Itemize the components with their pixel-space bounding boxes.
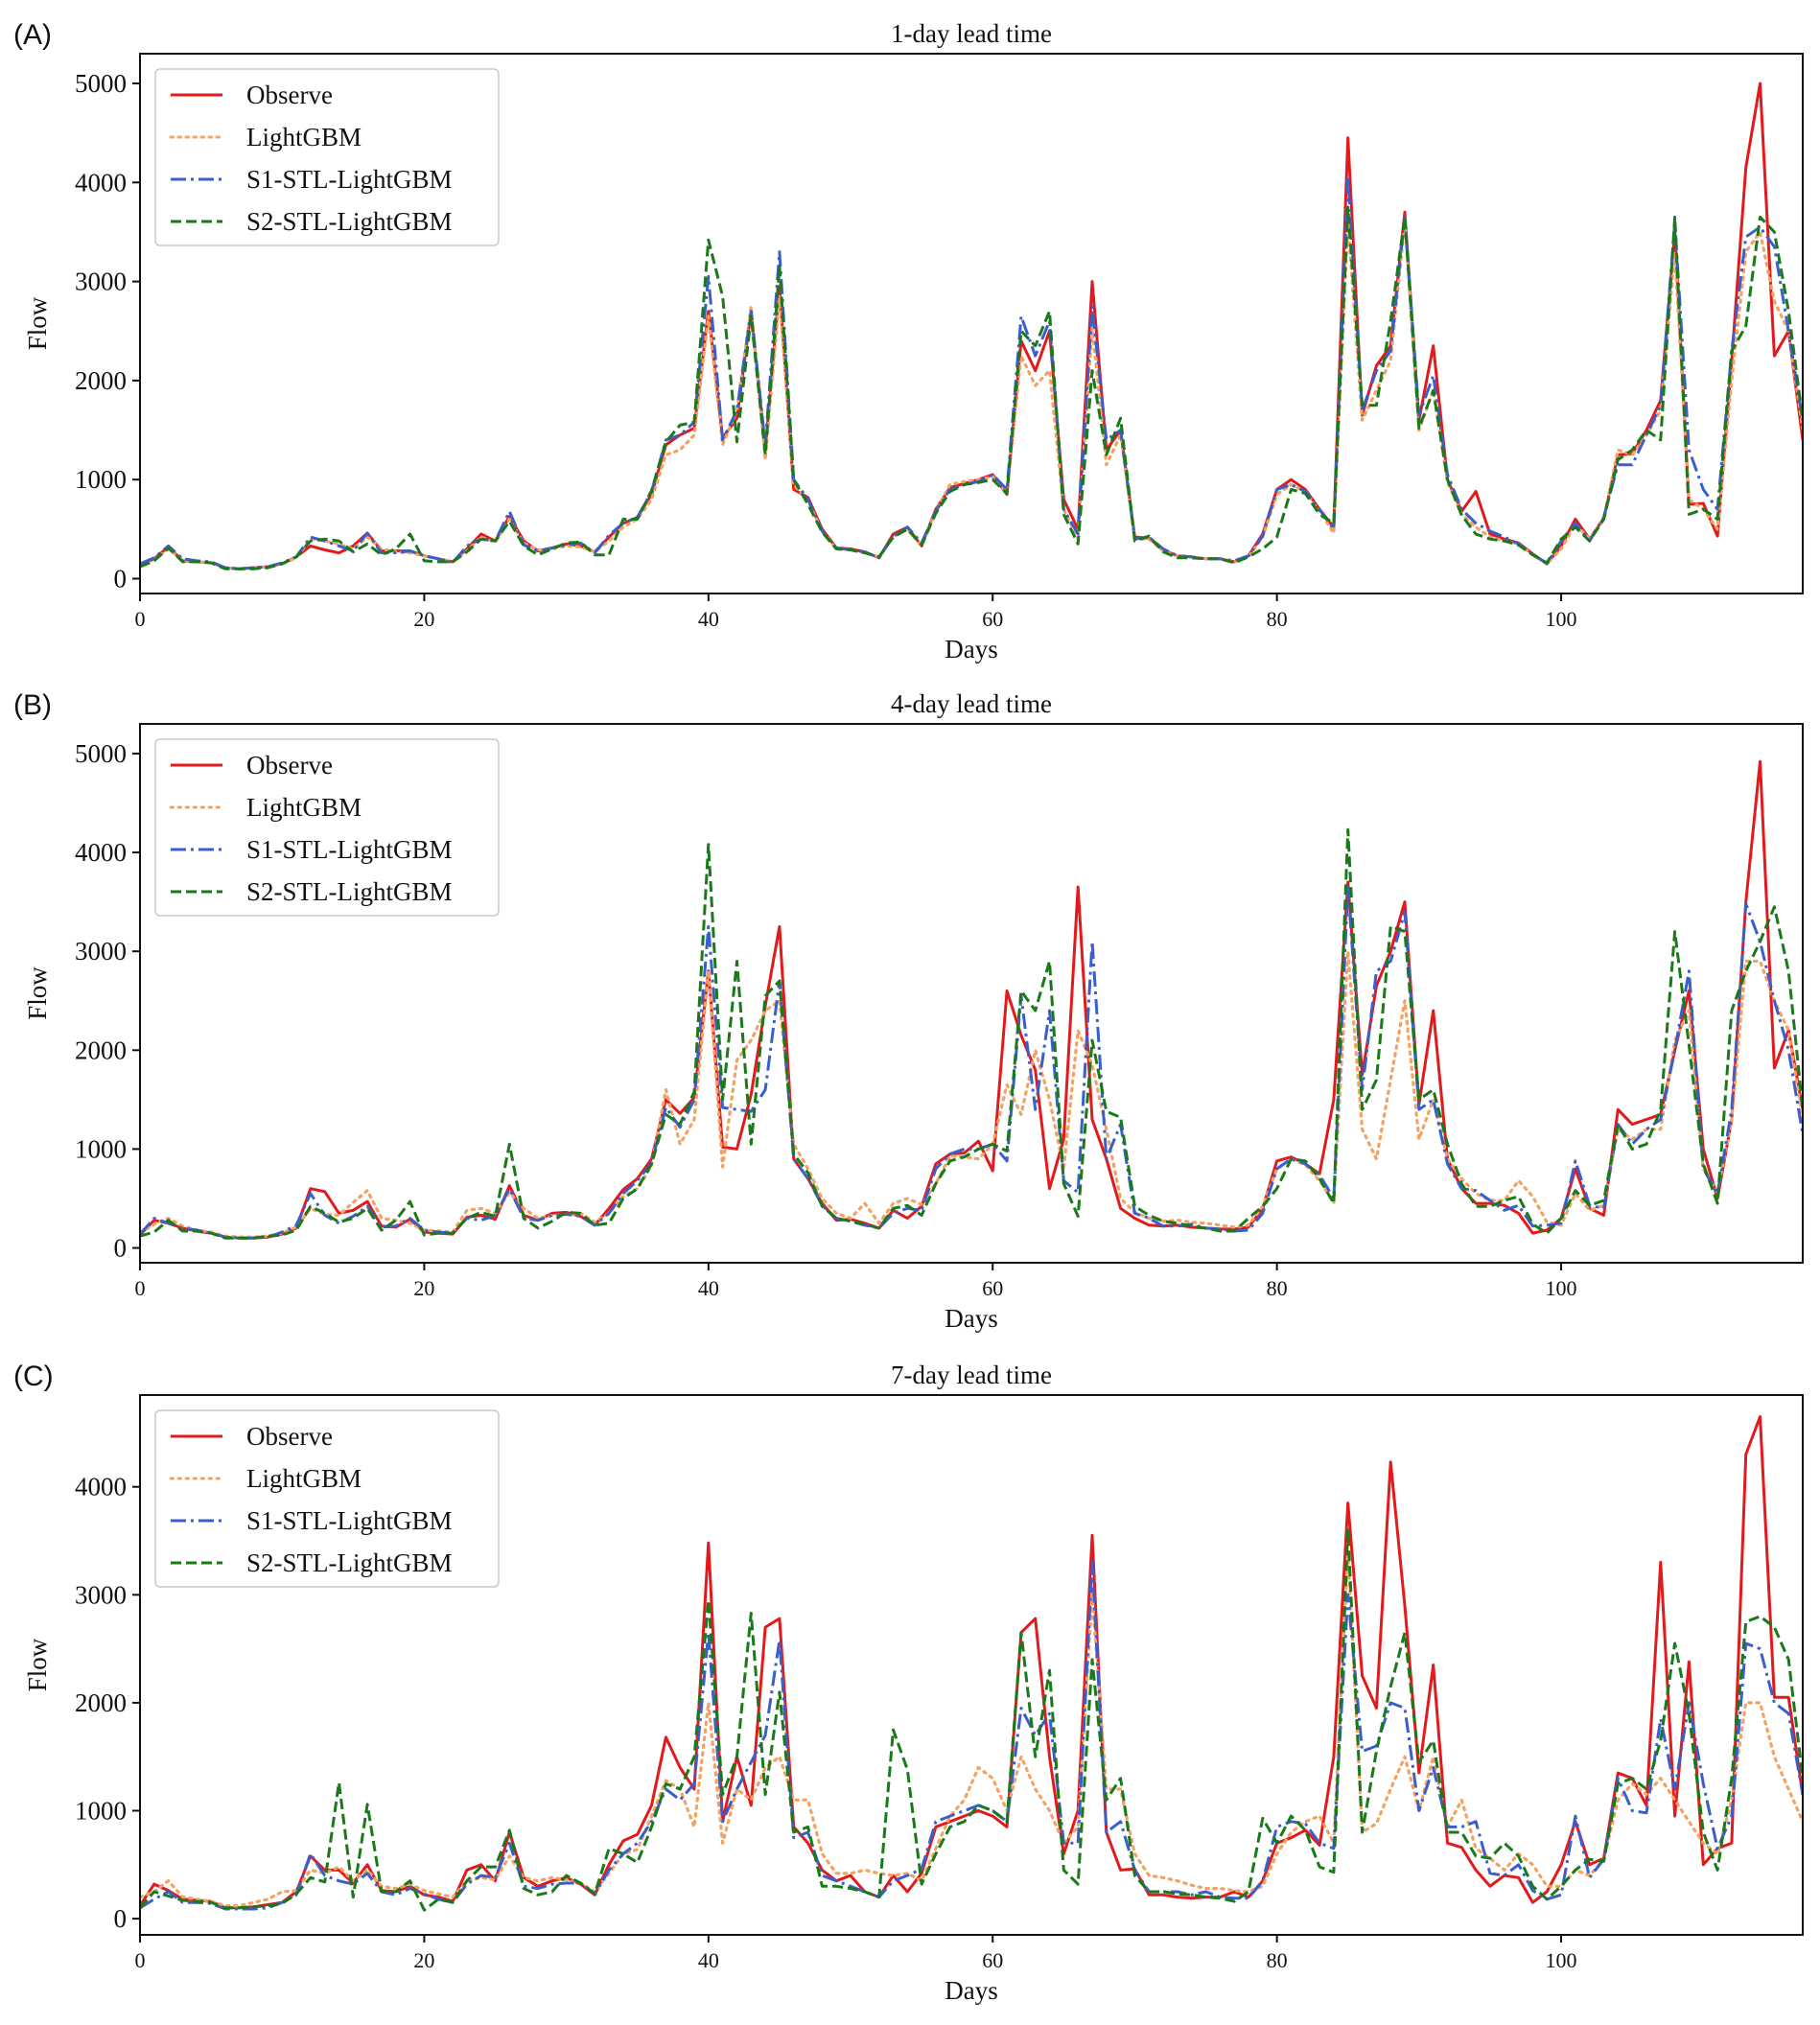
plot-frame [139, 53, 1804, 594]
legend: Observe LightGBM S1-STL-LightGBM S2-STL-Lig… [154, 68, 500, 246]
plot-frame [139, 1394, 1804, 1936]
y-tick-label: 3000 [75, 268, 127, 296]
legend-entry: Observe [246, 81, 333, 109]
x-tick-label: 20 [413, 607, 434, 631]
y-tick-label: 4000 [75, 1473, 127, 1501]
legend-entry: S2-STL-LightGBM [246, 877, 453, 906]
series-line-s2-stl-lightgbm [140, 827, 1803, 1240]
y-tick-label: 3000 [75, 937, 127, 966]
series-line-s2-stl-lightgbm [140, 205, 1803, 570]
legend-entry: S2-STL-LightGBM [246, 1548, 453, 1577]
x-tick-label: 20 [413, 1948, 434, 1972]
y-tick-label: 1000 [75, 1134, 127, 1163]
x-tick-label: 40 [698, 1276, 719, 1300]
series-line-lightgbm [140, 1549, 1803, 1908]
y-tick-label: 2000 [75, 1036, 127, 1064]
series-line-s1-stl-lightgbm [140, 1561, 1803, 1911]
x-tick-label: 100 [1546, 1276, 1577, 1300]
x-tick-label: 80 [1267, 607, 1288, 631]
plot-frame [139, 723, 1804, 1264]
y-tick-label: 2000 [75, 366, 127, 395]
series-group [140, 1415, 1803, 1912]
legend: Observe LightGBM S1-STL-LightGBM S2-STL-Lig… [154, 1409, 500, 1588]
x-tick-label: 20 [413, 1276, 434, 1300]
y-tick-label: 5000 [75, 69, 127, 98]
y-axis-label: Flow [23, 1638, 52, 1691]
legend-box [154, 738, 500, 917]
series-group [140, 759, 1803, 1240]
legend-entry: LightGBM [246, 1464, 362, 1493]
legend-entry: S1-STL-LightGBM [246, 1506, 453, 1535]
legend-entry: LightGBM [246, 123, 362, 151]
legend-box [154, 68, 500, 246]
series-line-lightgbm [140, 949, 1803, 1239]
y-tick-label: 1000 [75, 465, 127, 494]
legend-entry: LightGBM [246, 793, 362, 822]
x-tick-label: 100 [1546, 607, 1577, 631]
x-tick-label: 0 [135, 1948, 146, 1972]
x-tick-label: 60 [982, 1948, 1003, 1972]
x-axis-label: Days [945, 1304, 998, 1333]
series-line-lightgbm [140, 221, 1803, 570]
x-tick-label: 80 [1267, 1948, 1288, 1972]
x-tick-label: 100 [1546, 1948, 1577, 1972]
y-tick-label: 0 [114, 1234, 128, 1263]
legend-entry: S1-STL-LightGBM [246, 165, 453, 194]
legend: Observe LightGBM S1-STL-LightGBM S2-STL-Lig… [154, 738, 500, 917]
y-tick-label: 5000 [75, 739, 127, 768]
y-tick-label: 3000 [75, 1580, 127, 1609]
y-axis-label: Flow [23, 966, 52, 1020]
y-axis-label: Flow [23, 296, 52, 350]
legend-box [154, 1409, 500, 1588]
chart-title: 7-day lead time [891, 1361, 1052, 1389]
y-tick-label: 1000 [75, 1797, 127, 1826]
legend-entry: Observe [246, 751, 333, 780]
x-axis-label: Days [945, 1976, 998, 2005]
x-axis-label: Days [945, 635, 998, 663]
y-tick-label: 4000 [75, 168, 127, 197]
series-line-s2-stl-lightgbm [140, 1528, 1803, 1912]
x-tick-label: 60 [982, 607, 1003, 631]
y-tick-label: 0 [114, 1904, 128, 1933]
y-tick-label: 0 [114, 565, 128, 594]
x-tick-label: 0 [135, 607, 146, 631]
x-tick-label: 80 [1267, 1276, 1288, 1300]
chart-title: 1-day lead time [891, 19, 1052, 48]
series-line-s1-stl-lightgbm [140, 885, 1803, 1240]
legend-entry: Observe [246, 1422, 333, 1451]
legend-entry: S1-STL-LightGBM [246, 835, 453, 864]
panel-label: (B) [13, 689, 52, 721]
x-tick-label: 40 [698, 607, 719, 631]
x-tick-label: 60 [982, 1276, 1003, 1300]
series-group [140, 81, 1803, 570]
x-tick-label: 40 [698, 1948, 719, 1972]
chart-title: 4-day lead time [891, 689, 1052, 718]
y-tick-label: 2000 [75, 1688, 127, 1717]
y-tick-label: 4000 [75, 838, 127, 867]
x-tick-label: 0 [135, 1276, 146, 1300]
panel-label: (C) [13, 1361, 54, 1392]
panel-label: (A) [13, 19, 52, 51]
legend-entry: S2-STL-LightGBM [246, 207, 453, 236]
